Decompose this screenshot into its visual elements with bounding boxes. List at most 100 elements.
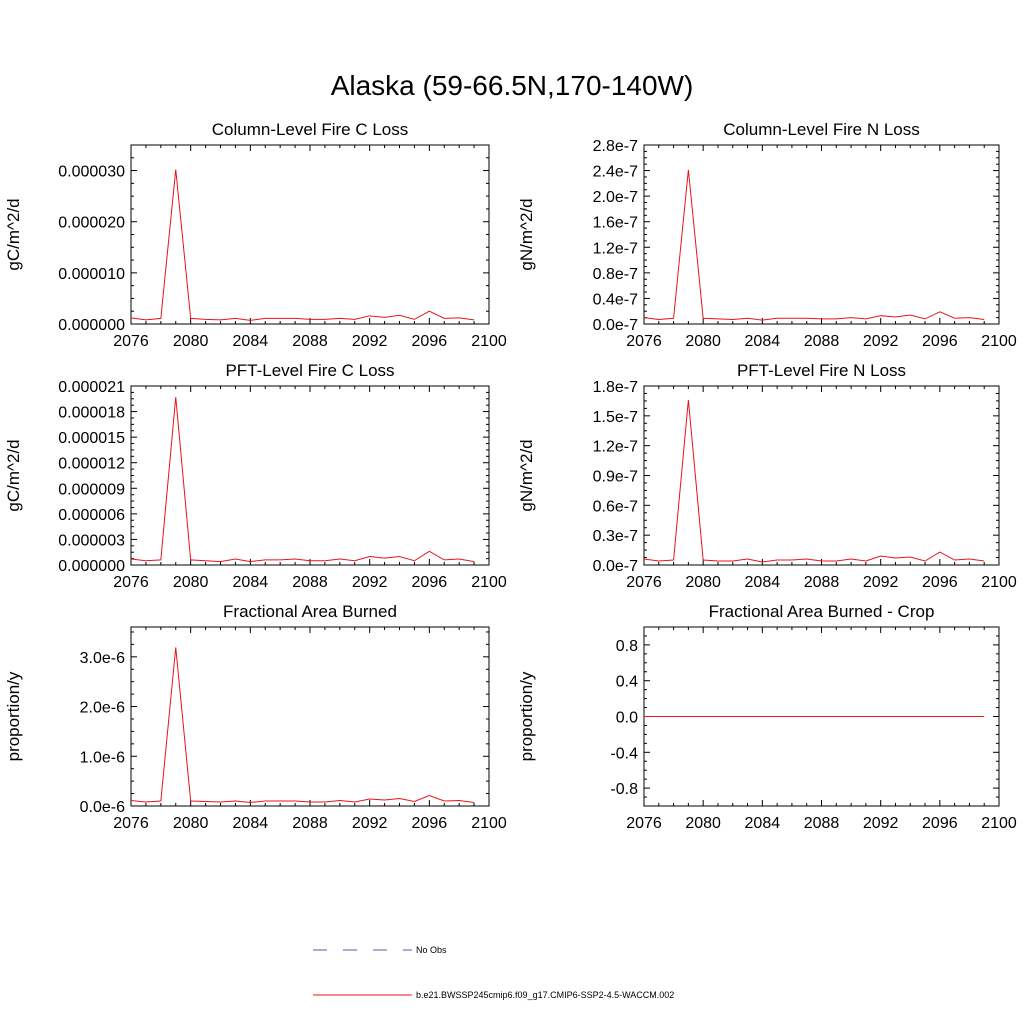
chart-panel-5: Fractional Area Burned 2076 2080 2084 2088 20… bbox=[4, 602, 507, 832]
y-tick-label: 0.000003 bbox=[58, 532, 125, 549]
x-tick-label: 2084 bbox=[745, 815, 781, 832]
series-line bbox=[130, 397, 475, 563]
x-tick-label: 2100 bbox=[471, 333, 507, 350]
x-tick-label: 2092 bbox=[352, 815, 388, 832]
x-tick-label: 2076 bbox=[113, 574, 149, 591]
x-tick-label: 2084 bbox=[745, 574, 781, 591]
x-tick-label: 2088 bbox=[804, 574, 840, 591]
y-tick-label: 1.2e-7 bbox=[593, 240, 638, 257]
y-tick-label: 0.000006 bbox=[58, 507, 125, 524]
y-tick-label: 0.000015 bbox=[58, 430, 125, 447]
y-tick-label: 0.000018 bbox=[58, 405, 125, 422]
x-tick-label: 2076 bbox=[626, 574, 662, 591]
panel-title: Column-Level Fire N Loss bbox=[723, 120, 920, 139]
plot-frame bbox=[130, 144, 490, 325]
legend-label: b.e21.BWSSP245cmip6.f09_g17.CMIP6-SSP2-4… bbox=[416, 990, 674, 1000]
chart-panel-6: Fractional Area Burned - Crop 2076 2080 208… bbox=[517, 602, 1017, 832]
y-tick-label: 1.2e-7 bbox=[593, 439, 638, 456]
x-tick-label: 2096 bbox=[412, 815, 448, 832]
panel-title: Column-Level Fire C Loss bbox=[212, 120, 409, 139]
y-axis-label: gC/m^2/d bbox=[4, 439, 23, 511]
y-tick-label: 0.000012 bbox=[58, 456, 125, 473]
legend: No Obs b.e21.BWSSP245cmip6.f09_g17.CMIP6-… bbox=[313, 945, 674, 1000]
y-tick-label: 1.5e-7 bbox=[593, 409, 638, 426]
x-tick-label: 2088 bbox=[292, 815, 328, 832]
plot-frame bbox=[130, 626, 490, 807]
panel-title: PFT-Level Fire N Loss bbox=[737, 361, 906, 380]
y-tick-label: 2.4e-7 bbox=[593, 164, 638, 181]
x-tick-label: 2100 bbox=[981, 574, 1017, 591]
y-tick-label: 2.0e-6 bbox=[80, 700, 125, 717]
y-tick-label: 3.0e-6 bbox=[80, 650, 125, 667]
x-tick-label: 2076 bbox=[626, 333, 662, 350]
x-tick-label: 2088 bbox=[804, 333, 840, 350]
y-tick-label: 0.000000 bbox=[58, 558, 125, 575]
y-tick-label: 0.4e-7 bbox=[593, 291, 638, 308]
y-tick-label: 0.000021 bbox=[58, 379, 125, 396]
x-tick-label: 2088 bbox=[292, 574, 328, 591]
x-tick-label: 2100 bbox=[471, 574, 507, 591]
panel-title: PFT-Level Fire C Loss bbox=[225, 361, 394, 380]
x-tick-label: 2088 bbox=[804, 815, 840, 832]
chart-panel-3: PFT-Level Fire C Loss 2076 2080 2084 2088 209… bbox=[4, 361, 507, 591]
y-tick-label: 0.000020 bbox=[58, 215, 125, 232]
series-line bbox=[643, 169, 985, 321]
y-tick-label: -0.4 bbox=[610, 745, 638, 762]
x-tick-label: 2092 bbox=[863, 574, 899, 591]
legend-label: No Obs bbox=[416, 945, 447, 955]
x-tick-label: 2088 bbox=[292, 333, 328, 350]
y-tick-label: 0.8 bbox=[616, 638, 638, 655]
y-tick-label: 0.8e-7 bbox=[593, 266, 638, 283]
x-tick-label: 2076 bbox=[113, 815, 149, 832]
y-tick-label: 2.0e-7 bbox=[593, 189, 638, 206]
y-tick-label: 0.0 bbox=[616, 710, 638, 727]
figure-title: Alaska (59-66.5N,170-140W) bbox=[330, 70, 694, 101]
y-tick-label: 0.000010 bbox=[58, 266, 125, 283]
y-axis-label: proportion/y bbox=[4, 671, 23, 761]
x-tick-label: 2080 bbox=[685, 574, 721, 591]
x-tick-label: 2080 bbox=[685, 815, 721, 832]
y-tick-label: -0.8 bbox=[610, 781, 638, 798]
x-tick-label: 2096 bbox=[922, 815, 958, 832]
x-tick-label: 2084 bbox=[233, 815, 269, 832]
panel-title: Fractional Area Burned bbox=[223, 602, 397, 621]
series-line bbox=[130, 647, 475, 804]
plot-frame bbox=[643, 385, 1000, 566]
x-tick-label: 2096 bbox=[922, 574, 958, 591]
y-axis-label: gN/m^2/d bbox=[517, 439, 536, 511]
y-axis-label: gN/m^2/d bbox=[517, 198, 536, 270]
x-tick-label: 2096 bbox=[922, 333, 958, 350]
x-tick-label: 2084 bbox=[745, 333, 781, 350]
x-tick-label: 2096 bbox=[412, 574, 448, 591]
plot-frame bbox=[130, 385, 490, 566]
y-tick-label: 1.6e-7 bbox=[593, 215, 638, 232]
x-tick-label: 2084 bbox=[233, 574, 269, 591]
x-tick-label: 2092 bbox=[863, 333, 899, 350]
y-tick-label: 0.3e-7 bbox=[593, 528, 638, 545]
x-tick-label: 2096 bbox=[412, 333, 448, 350]
y-tick-label: 0.0e-7 bbox=[593, 317, 638, 334]
x-tick-label: 2100 bbox=[981, 333, 1017, 350]
y-tick-label: 1.0e-6 bbox=[80, 749, 125, 766]
x-tick-label: 2076 bbox=[626, 815, 662, 832]
x-tick-label: 2100 bbox=[981, 815, 1017, 832]
chart-panel-1: Column-Level Fire C Loss 2076 2080 2084 2088… bbox=[4, 120, 507, 350]
y-tick-label: 0.000030 bbox=[58, 164, 125, 181]
x-tick-label: 2092 bbox=[352, 333, 388, 350]
x-tick-label: 2080 bbox=[173, 333, 209, 350]
y-tick-label: 0.000009 bbox=[58, 481, 125, 498]
y-axis-label: proportion/y bbox=[517, 671, 536, 761]
plot-frame bbox=[643, 144, 1000, 325]
y-tick-label: 0.0e-6 bbox=[80, 799, 125, 816]
x-tick-label: 2080 bbox=[173, 815, 209, 832]
series-line bbox=[643, 399, 985, 563]
x-tick-label: 2100 bbox=[471, 815, 507, 832]
y-tick-label: 2.8e-7 bbox=[593, 138, 638, 155]
y-axis-label: gC/m^2/d bbox=[4, 198, 23, 270]
y-tick-label: 0.0e-7 bbox=[593, 558, 638, 575]
x-tick-label: 2080 bbox=[685, 333, 721, 350]
x-tick-label: 2084 bbox=[233, 333, 269, 350]
chart-panel-4: PFT-Level Fire N Loss 2076 2080 2084 2088 209… bbox=[517, 361, 1017, 591]
x-tick-label: 2092 bbox=[863, 815, 899, 832]
y-tick-label: 0.9e-7 bbox=[593, 469, 638, 486]
